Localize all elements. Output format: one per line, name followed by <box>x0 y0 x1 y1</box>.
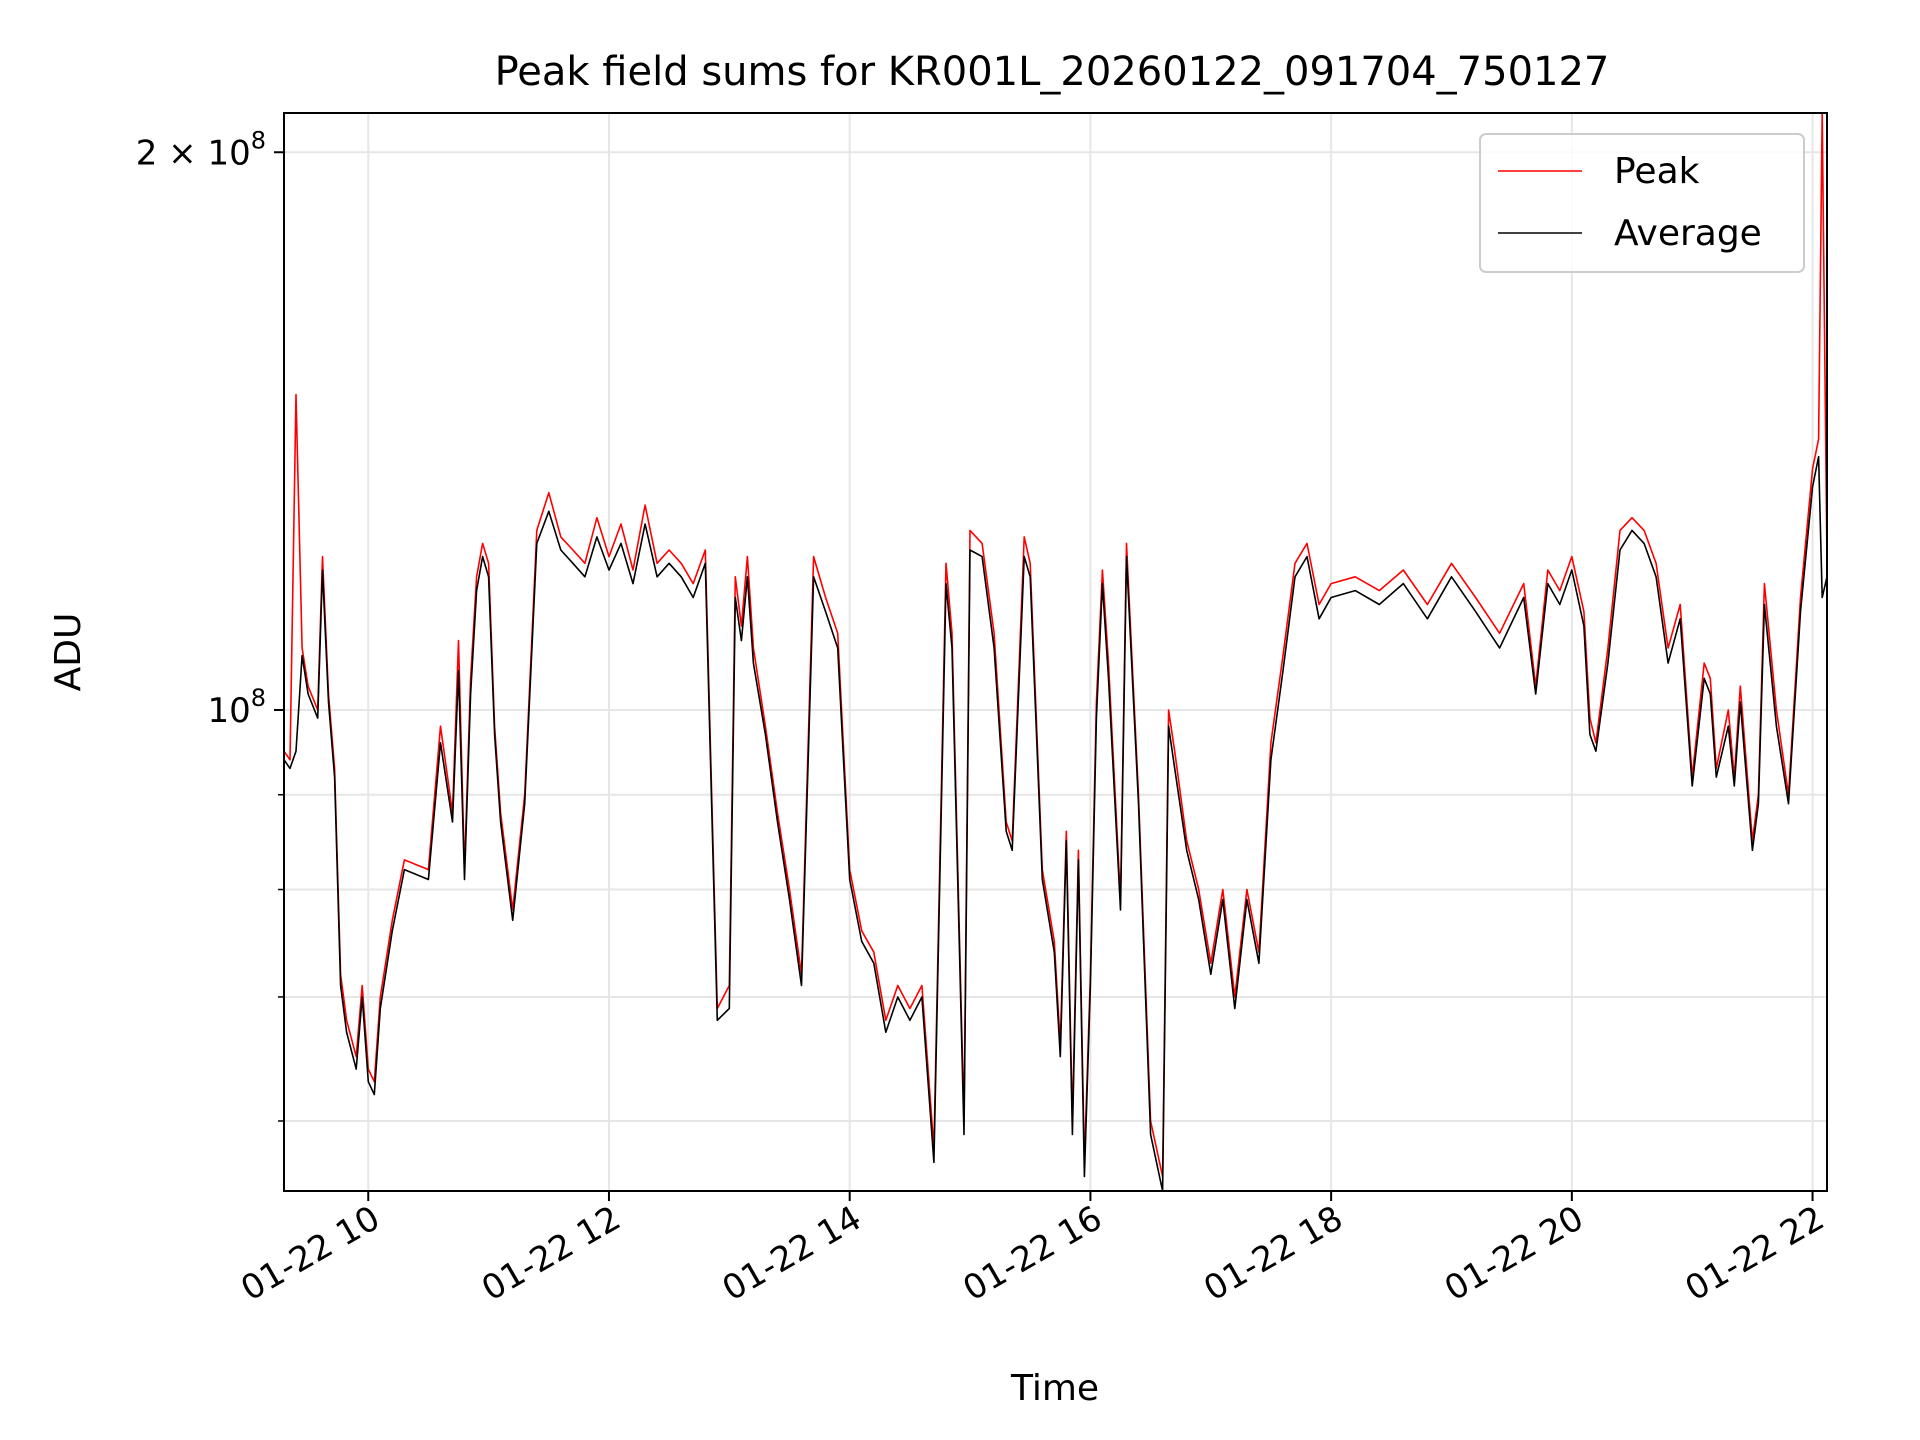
legend: Peak Average <box>1479 133 1805 273</box>
y-tick-base: 10 <box>207 691 250 731</box>
legend-box <box>1479 133 1805 273</box>
grid <box>284 113 1827 1191</box>
y-tick-exp: 8 <box>251 126 266 154</box>
y-tick-base: 10 <box>207 133 250 173</box>
legend-label-peak: Peak <box>1614 151 1700 192</box>
series-group <box>284 113 1827 1191</box>
y-tick-coef: 2 × <box>136 133 208 173</box>
x-axis-label: Time <box>1010 1368 1099 1409</box>
y-tick-label: 108 <box>207 684 266 731</box>
y-axis-label: ADU <box>48 613 89 692</box>
y-tick-exp: 8 <box>251 684 266 712</box>
series-line-average <box>284 455 1827 1191</box>
legend-label-average: Average <box>1614 213 1762 254</box>
y-tick-label: 2 × 108 <box>136 126 266 173</box>
chart-title: Peak field sums for KR001L_20260122_0917… <box>495 49 1610 95</box>
plot-area <box>283 112 1828 1192</box>
